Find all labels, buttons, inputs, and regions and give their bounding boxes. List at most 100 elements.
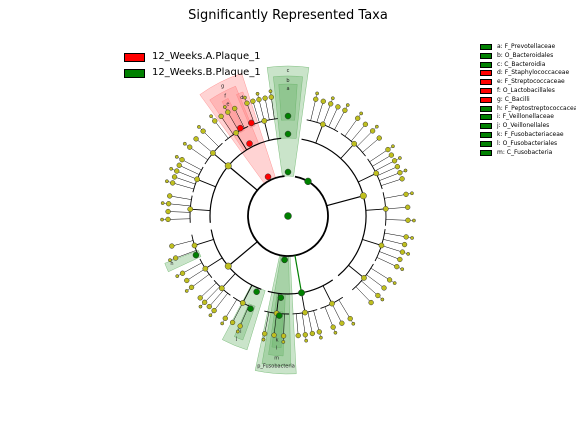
taxon-node — [192, 251, 200, 259]
branch-line — [263, 120, 270, 141]
taxon-node — [368, 299, 374, 306]
clade-label-c: c — [287, 68, 290, 74]
branch-line — [195, 138, 214, 154]
branch-line — [376, 257, 397, 267]
branch-line — [310, 99, 316, 121]
taxon-node — [165, 208, 171, 215]
branch-line — [322, 285, 333, 304]
branch-line — [176, 170, 198, 180]
taxon-node — [220, 321, 225, 326]
taxon-node — [295, 332, 301, 339]
branch-line — [191, 274, 210, 288]
taxon-node — [403, 234, 409, 240]
branch-line — [334, 110, 346, 130]
branch-line — [232, 302, 243, 323]
taxon-node — [184, 277, 190, 284]
taxa-legend-label: l: O_Fusobacteriales — [497, 139, 558, 147]
clade-label-k: k — [276, 338, 279, 344]
branch-line — [301, 312, 306, 335]
clade-label-m: m — [274, 356, 279, 362]
branch-line — [340, 143, 355, 159]
taxon-node — [304, 338, 309, 343]
taxon-node — [284, 130, 292, 138]
taxon-node — [250, 98, 256, 104]
branch-line — [200, 282, 217, 299]
taxon-node — [319, 335, 323, 340]
taxon-node — [335, 104, 341, 110]
branch-arc — [301, 138, 367, 277]
branch-line — [356, 130, 373, 147]
branch-line — [384, 232, 407, 238]
branch-line — [351, 124, 366, 142]
clade-label-g: g — [221, 84, 224, 90]
clade-shade-i — [234, 303, 256, 341]
taxon-node — [361, 275, 367, 281]
taxon-node — [243, 95, 247, 100]
taxon-node — [262, 95, 268, 101]
clade-label-j: j — [235, 336, 237, 342]
branch-line — [169, 195, 192, 200]
branch-line — [379, 251, 400, 260]
taxon-node — [333, 330, 338, 335]
taxon-node — [373, 170, 380, 177]
taxon-node — [406, 252, 411, 256]
branch-line — [358, 172, 377, 183]
taxon-node — [405, 217, 411, 223]
branch-line — [361, 280, 379, 296]
branch-line — [385, 207, 408, 210]
taxon-node — [302, 332, 308, 338]
branch-line — [296, 313, 299, 336]
taxon-node — [261, 331, 268, 337]
taxon-node — [168, 258, 172, 262]
taxon-node — [261, 118, 268, 124]
taxa-legend-label: j: O_Veillonellales — [497, 122, 550, 130]
branch-line — [189, 146, 208, 160]
taxon-node — [369, 128, 376, 134]
taxon-node — [209, 114, 213, 119]
taxa-legend-label: b: O_Bacteroidales — [497, 51, 554, 59]
node-layer — [160, 89, 416, 344]
taxon-node — [385, 146, 391, 153]
taxon-node — [208, 313, 213, 318]
branch-line — [225, 299, 238, 319]
branch-line — [181, 159, 202, 171]
taxon-node — [206, 303, 212, 310]
taxon-node — [399, 176, 405, 182]
taxon-node — [191, 242, 198, 249]
branch-line — [377, 166, 398, 176]
taxon-node — [218, 113, 224, 120]
branch-line — [186, 268, 206, 281]
branch-line — [355, 286, 372, 303]
taxon-node — [247, 305, 254, 312]
clade-label-layer: abc d efg h ij klm p_Fusobacteria — [170, 68, 294, 370]
branch-line — [316, 101, 324, 123]
taxon-node — [391, 144, 395, 149]
branch-line — [331, 303, 343, 324]
taxon-node — [160, 201, 165, 205]
taxon-node — [342, 107, 348, 113]
taxon-node — [376, 135, 382, 141]
taxon-node — [224, 162, 232, 170]
branch-line — [220, 116, 234, 135]
taxon-node — [255, 91, 260, 96]
taxon-node — [271, 332, 277, 338]
taxon-node — [316, 329, 322, 335]
taxon-node — [284, 112, 292, 120]
taxa-legend-label: h: F_Peptostreptococcaceae — [497, 104, 576, 112]
taxon-node — [374, 124, 379, 129]
taxon-node — [184, 289, 189, 293]
clade-label-p_Fusobacteria: p_Fusobacteria — [257, 364, 295, 370]
branch-line — [366, 274, 385, 289]
branch-line — [372, 154, 392, 167]
branch-line — [214, 120, 229, 139]
taxa-legend-label: c: C_Bacteroidia — [497, 60, 546, 68]
branch-line — [294, 255, 303, 293]
taxon-node — [277, 294, 285, 301]
branch-line — [338, 299, 351, 319]
taxon-node — [394, 264, 400, 270]
clade-label-i: i — [240, 329, 241, 335]
branch-line — [283, 313, 285, 336]
taxon-node — [378, 242, 385, 249]
taxon-node — [351, 321, 356, 326]
taxon-node — [210, 150, 216, 156]
